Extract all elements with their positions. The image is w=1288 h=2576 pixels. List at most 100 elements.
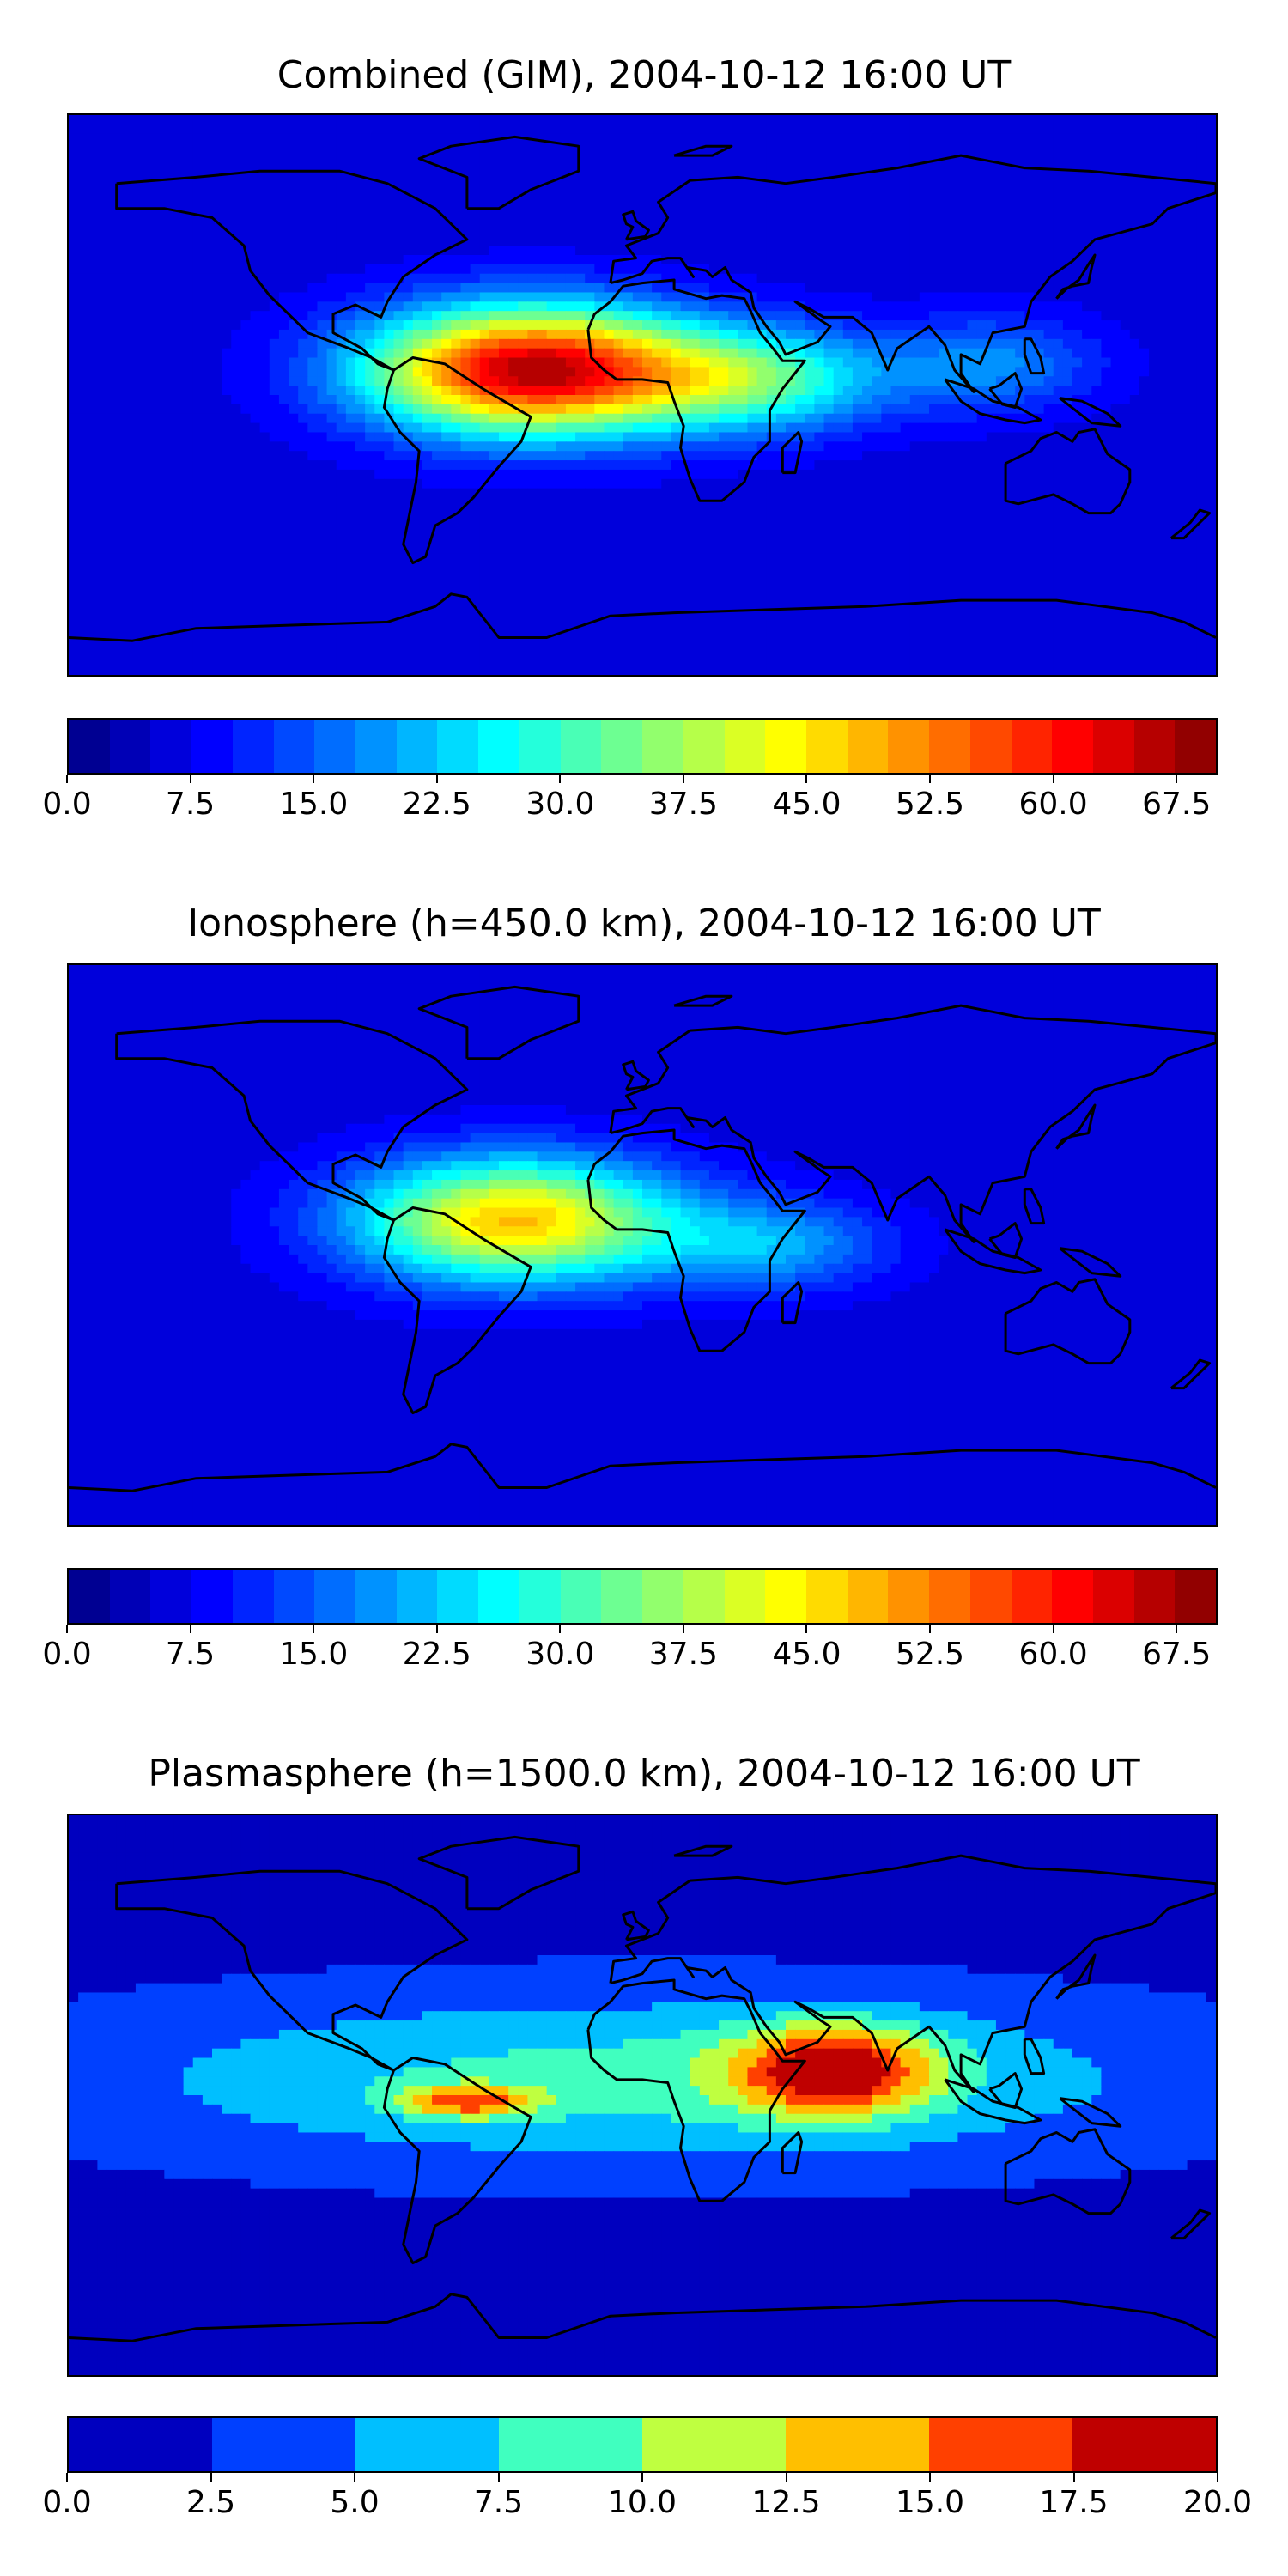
contour-cell: [708, 460, 720, 471]
contour-cell: [365, 488, 375, 499]
contour-cell: [585, 180, 595, 191]
contour-cell: [240, 133, 252, 144]
contour-cell: [289, 301, 299, 312]
contour-cell: [365, 441, 375, 452]
contour-cell: [145, 348, 155, 359]
contour-cell: [1129, 478, 1140, 489]
contour-cell: [1034, 264, 1045, 275]
contour-cell: [671, 497, 682, 507]
contour-cell: [78, 171, 88, 181]
contour-cell: [537, 376, 548, 386]
contour-cell: [269, 217, 280, 228]
contour-cell: [374, 469, 385, 480]
contour-cell: [604, 329, 615, 340]
contour-cell: [1206, 143, 1216, 154]
contour-cell: [212, 395, 222, 405]
contour-cell: [900, 152, 911, 162]
contour-cell: [412, 432, 423, 442]
contour-cell: [78, 395, 88, 405]
contour-cell: [1206, 255, 1216, 265]
contour-cell: [1187, 320, 1198, 331]
contour-cell: [986, 311, 997, 321]
contour-cell: [1187, 246, 1198, 256]
contour-cell: [1053, 273, 1064, 284]
contour-cell: [1129, 283, 1140, 294]
contour-cell: [738, 227, 749, 237]
contour-cell: [919, 311, 930, 321]
contour-cell: [786, 311, 796, 321]
contour-cell: [1101, 143, 1112, 154]
contour-cell: [604, 376, 615, 386]
contour-cell: [231, 227, 241, 237]
contour-cell: [546, 180, 557, 191]
contour-cell: [250, 115, 261, 125]
contour-cell: [326, 451, 337, 461]
contour-cell: [192, 367, 204, 377]
contour-cell: [106, 161, 118, 172]
contour-cell: [1005, 171, 1016, 181]
contour-cell: [613, 348, 624, 359]
contour-cell: [795, 227, 805, 237]
contour-cell: [537, 227, 548, 237]
contour-cell: [212, 376, 222, 386]
contour-cell: [336, 143, 347, 154]
contour-cell: [852, 208, 863, 219]
contour-cell: [164, 386, 175, 396]
contour-cell: [145, 311, 155, 321]
contour-cell: [786, 469, 796, 480]
contour-cell: [823, 227, 835, 237]
contour-cell: [699, 115, 710, 125]
contour-cell: [1206, 413, 1216, 424]
contour-cell: [1034, 143, 1045, 154]
contour-cell: [1082, 338, 1092, 349]
contour-cell: [1024, 255, 1036, 265]
contour-cell: [393, 217, 404, 228]
contour-cell: [451, 273, 462, 284]
contour-cell: [1110, 348, 1121, 359]
contour-cell: [786, 478, 796, 489]
contour-cell: [680, 189, 691, 200]
contour-cell: [919, 460, 930, 471]
contour-cell: [823, 189, 835, 200]
contour-cell: [106, 189, 118, 200]
contour-cell: [900, 264, 911, 275]
contour-cell: [97, 413, 108, 424]
contour-cell: [365, 292, 375, 302]
contour-cell: [766, 301, 777, 312]
contour-cell: [1206, 264, 1216, 275]
contour-cell: [499, 227, 509, 237]
contour-cell: [556, 386, 567, 396]
contour-cell: [1149, 115, 1159, 125]
contour-cell: [786, 497, 796, 507]
contour-cell: [470, 143, 481, 154]
contour-cell: [766, 246, 777, 256]
contour-cell: [623, 152, 634, 162]
contour-cell: [183, 264, 194, 275]
contour-cell: [1015, 320, 1025, 331]
contour-cell: [594, 367, 605, 377]
contour-cell: [1062, 376, 1073, 386]
contour-cell: [69, 180, 79, 191]
contour-cell: [1101, 198, 1112, 210]
contour-cell: [422, 386, 433, 396]
contour-cell: [881, 301, 892, 312]
contour-cell: [613, 357, 624, 368]
contour-cell: [852, 404, 863, 415]
contour-cell: [499, 283, 509, 294]
contour-cell: [642, 395, 653, 405]
contour-cell: [451, 320, 462, 331]
contour-cell: [680, 376, 691, 386]
contour-cell: [833, 329, 844, 340]
contour-cell: [775, 395, 787, 405]
contour-cell: [661, 143, 671, 154]
contour-cell: [1168, 422, 1179, 434]
contour-cell: [1120, 395, 1131, 405]
contour-cell: [183, 348, 194, 359]
contour-cell: [326, 143, 337, 154]
contour-cell: [460, 329, 471, 340]
contour-cell: [1158, 217, 1169, 228]
contour-cell: [212, 236, 222, 246]
contour-cell: [1177, 255, 1188, 265]
contour-cell: [594, 460, 605, 471]
contour-cell: [652, 152, 662, 162]
